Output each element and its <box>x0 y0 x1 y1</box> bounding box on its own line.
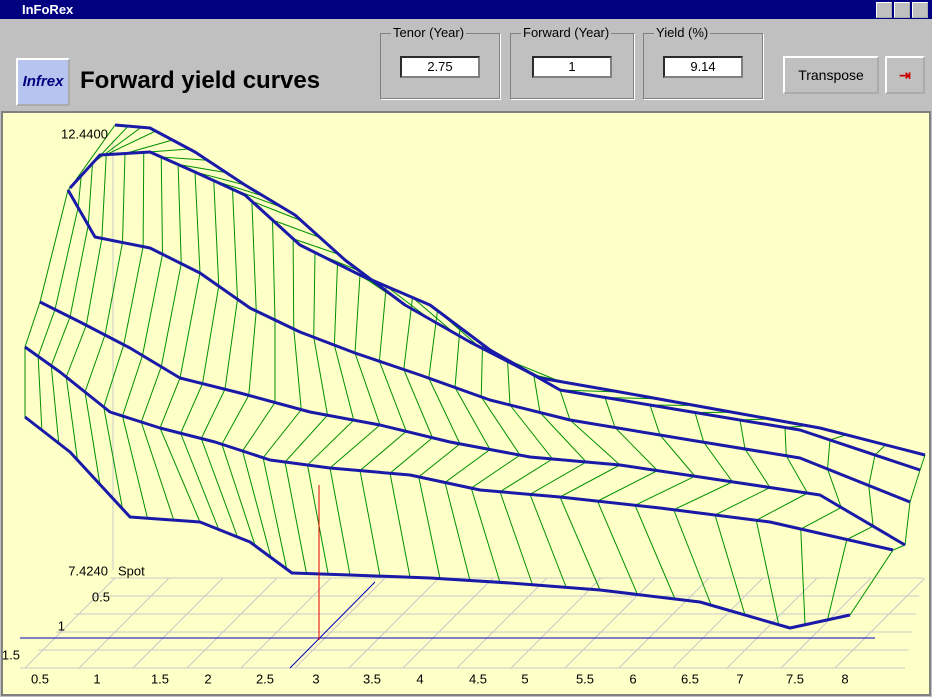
x-label: 5 <box>521 671 528 686</box>
minimize[interactable] <box>876 2 892 18</box>
x-label: 1 <box>93 671 100 686</box>
plot-area <box>1 111 931 696</box>
mesh-line <box>50 126 142 444</box>
mesh-line <box>529 374 591 588</box>
floor-line <box>672 577 764 669</box>
z-max-label: 12.4400 <box>61 126 108 141</box>
mesh-line <box>140 163 227 521</box>
transpose-button[interactable]: Transpose <box>783 56 879 94</box>
x-label: 2.5 <box>256 671 274 686</box>
mesh-line <box>159 171 246 523</box>
mesh-line <box>121 156 208 519</box>
mesh-line <box>221 200 302 547</box>
depth-label: 1.5 <box>2 647 20 662</box>
spot-label: Spot <box>118 563 145 578</box>
logo: Infrex <box>16 58 70 106</box>
mesh-line <box>329 274 406 576</box>
mesh-line <box>241 219 321 558</box>
floor-line <box>564 577 656 669</box>
floor-line <box>294 577 386 669</box>
x-label: 7 <box>736 671 743 686</box>
title-bar: InFoRex <box>0 0 932 19</box>
yield-curve <box>39 300 906 547</box>
floor-line <box>510 577 602 669</box>
field-label: Forward (Year) <box>521 25 612 40</box>
floor-grid <box>20 577 926 669</box>
mesh-line <box>65 130 156 461</box>
z-min-label: 7.4240 <box>68 563 108 578</box>
floor-line <box>78 577 170 669</box>
x-label: 2 <box>204 671 211 686</box>
floor-line <box>834 577 926 669</box>
x-label: 8 <box>841 671 848 686</box>
plot: 12.4400 7.4240 Spot 0.5 1 1.5 0.5 1 1.5 2 2.5 3 3… <box>1 111 931 696</box>
floor-line <box>132 577 224 669</box>
mesh-line <box>84 139 173 485</box>
x-label: 6 <box>629 671 636 686</box>
floor-line <box>456 577 548 669</box>
mesh-line <box>827 444 886 620</box>
yield-curve <box>66 189 911 504</box>
mesh-line <box>262 238 339 570</box>
x-label: 7.5 <box>786 671 804 686</box>
window-title: InFoRex <box>22 2 74 17</box>
x-label: 1.5 <box>151 671 169 686</box>
x-label: 6.5 <box>681 671 699 686</box>
x-label: 4 <box>416 671 423 686</box>
x-label: 4.5 <box>469 671 487 686</box>
floor-line <box>618 577 710 669</box>
x-label: 3.5 <box>363 671 381 686</box>
floor-line <box>402 577 494 669</box>
field-input[interactable]: 2.75 <box>400 56 480 78</box>
maximize[interactable] <box>894 2 910 18</box>
x-label: 0.5 <box>31 671 49 686</box>
field-label: Yield (%) <box>654 25 711 40</box>
x-label: 3 <box>312 671 319 686</box>
field-input[interactable]: 1 <box>532 56 612 78</box>
field-group: Tenor (Year) 2.75 <box>380 25 500 99</box>
mesh-line <box>849 454 926 616</box>
depth-label: 1 <box>58 618 65 633</box>
field-label: Tenor (Year) <box>391 25 467 40</box>
mesh-line <box>24 124 116 417</box>
mesh-line <box>359 285 430 577</box>
heading: Forward yield curves <box>80 67 321 94</box>
cursor-depth <box>289 581 376 669</box>
field-group: Yield (%) 9.14 <box>643 25 763 99</box>
floor-line <box>186 577 278 669</box>
yield-curve <box>24 415 851 630</box>
surface <box>24 123 926 630</box>
exit-button[interactable]: ⇥ <box>885 56 925 94</box>
field-input[interactable]: 9.14 <box>663 56 743 78</box>
x-label: 5.5 <box>576 671 594 686</box>
mesh-line <box>389 296 455 578</box>
yield-curve <box>68 150 921 472</box>
depth-label: 0.5 <box>92 589 110 604</box>
field-group: Forward (Year) 1 <box>510 25 634 99</box>
floor-line <box>780 577 872 669</box>
mesh-line <box>800 434 847 625</box>
floor-line <box>348 577 440 669</box>
yield-curve <box>114 123 926 457</box>
close[interactable] <box>912 2 928 18</box>
floor-line <box>24 577 116 669</box>
floor-line <box>240 577 332 669</box>
yield-curve <box>24 345 894 552</box>
